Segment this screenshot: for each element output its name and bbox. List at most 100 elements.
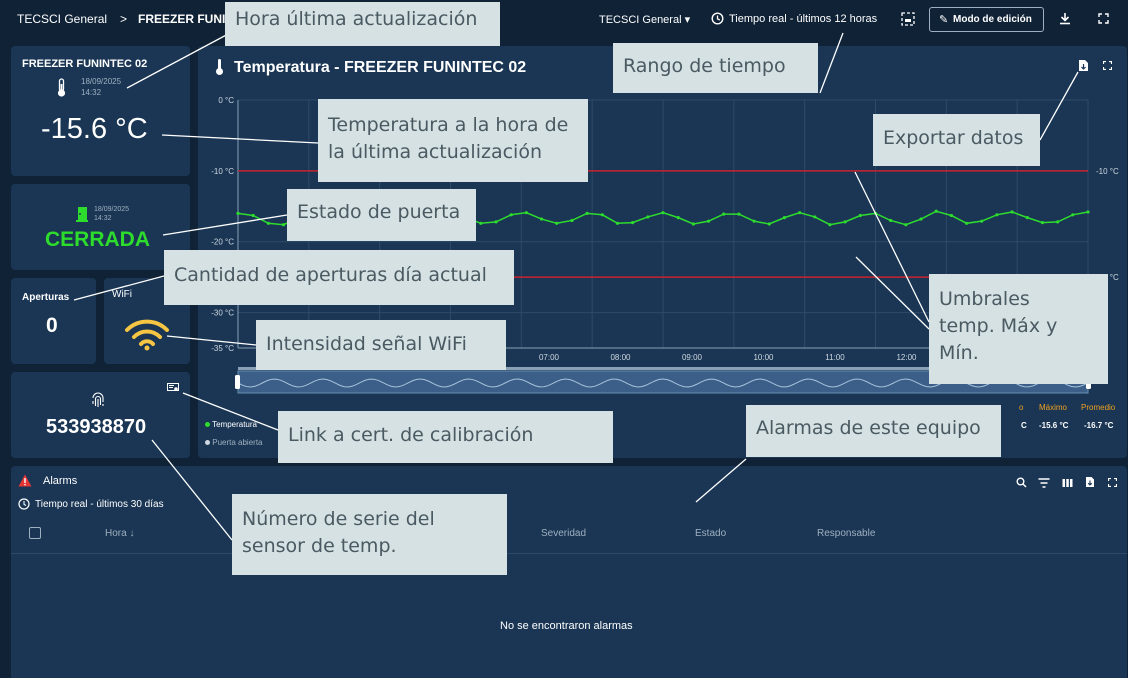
table-divider	[11, 553, 1127, 554]
callout-puerta: Estado de puerta	[287, 189, 476, 241]
stat-partial-value: C	[1021, 421, 1027, 430]
callout-aperturas: Cantidad de aperturas día actual	[164, 250, 514, 305]
search-icon[interactable]	[1016, 477, 1027, 488]
sort-arrow-icon: ↓	[129, 528, 135, 539]
column-header-hora[interactable]: Hora ↓	[105, 528, 135, 539]
temperature-point	[904, 223, 908, 227]
column-header-severidad[interactable]: Severidad	[541, 528, 587, 539]
temperature-point	[494, 220, 498, 224]
temperature-point	[980, 219, 984, 223]
temperature-point	[251, 213, 255, 218]
fullscreen-icon[interactable]	[1098, 13, 1109, 24]
callout-temp-line2: la última actualización	[328, 141, 542, 163]
empty-state-text: No se encontraron alarmas	[500, 620, 633, 632]
temperature-point	[964, 221, 969, 225]
door-time: 14:32	[94, 215, 112, 222]
temperature-point	[615, 221, 620, 225]
y-tick-label: -20 °C	[211, 238, 234, 247]
export-data-icon[interactable]	[1078, 59, 1089, 72]
x-tick-label: 08:00	[610, 353, 631, 362]
temperature-point	[600, 213, 604, 217]
dashboard-select[interactable]: TECSCI General ▾	[599, 14, 691, 26]
callout-umbrales: Umbrales temp. Máx y Mín.	[929, 274, 1108, 384]
breadcrumb-current: FREEZER FUNINTEC 02	[138, 12, 228, 26]
y-tick-label: -30 °C	[211, 309, 234, 318]
callout-link: Link a cert. de calibración	[278, 411, 613, 463]
callout-hora: Hora última actualización	[225, 2, 500, 46]
callout-temp: Temperatura a la hora de la última actua…	[318, 99, 588, 182]
download-icon[interactable]	[1059, 12, 1071, 25]
range-scrollbar	[238, 367, 1088, 370]
temperature-point	[737, 212, 741, 216]
temperature-point	[1040, 220, 1045, 225]
threshold-label: -10 °C	[1096, 167, 1119, 176]
serial-number: 533938870	[46, 416, 147, 438]
legend-item-door-open[interactable]: Puerta abierta	[205, 438, 263, 447]
filter-icon[interactable]	[1038, 478, 1050, 488]
temperature-point	[1071, 213, 1075, 217]
x-tick-label: 11:00	[825, 353, 845, 362]
temperature-point	[889, 218, 893, 223]
x-tick-label: 10:00	[753, 353, 774, 362]
caret-down-icon: ▾	[684, 14, 691, 26]
callout-serie-line1: Número de serie del	[242, 508, 435, 530]
temperature-point	[509, 213, 513, 217]
wifi-signal-icon	[125, 319, 169, 351]
alarms-fullscreen-icon[interactable]	[1108, 478, 1117, 487]
openings-count: 0	[46, 314, 58, 337]
edit-mode-button[interactable]: ✎ Modo de edición	[929, 7, 1044, 32]
callout-wifi: Intensidad señal WiFi	[256, 320, 506, 370]
temperature-point	[691, 222, 695, 226]
device-title: FREEZER FUNINTEC 02	[22, 58, 148, 70]
callout-temp-line1: Temperatura a la hora de	[328, 114, 569, 136]
temperature-point	[1056, 220, 1060, 224]
range-handle-left	[235, 375, 240, 389]
stat-max-value: -15.6 °C	[1039, 421, 1069, 430]
temperature-point	[479, 221, 483, 225]
clock-icon	[18, 498, 30, 510]
temperature-point	[934, 209, 938, 213]
alarms-time-range[interactable]: Tiempo real - últimos 30 días	[35, 499, 164, 510]
screenshot-icon[interactable]	[901, 12, 915, 26]
temperature-point	[1086, 210, 1090, 214]
update-time: 14:32	[81, 88, 102, 97]
clock-icon	[711, 12, 724, 25]
callout-umbrales-line3: Mín.	[939, 342, 979, 364]
column-header-responsable[interactable]: Responsable	[817, 528, 876, 539]
temperature-point	[631, 220, 635, 225]
openings-card: Aperturas 0	[11, 278, 96, 364]
certificate-link-icon[interactable]	[167, 383, 179, 393]
temperature-point	[767, 222, 771, 226]
y-tick-label: -35 °C	[211, 344, 234, 353]
temperature-point	[919, 217, 923, 221]
warning-icon	[18, 474, 32, 487]
columns-icon[interactable]	[1062, 478, 1073, 488]
callout-umbrales-line2: temp. Máx y	[939, 315, 1058, 337]
legend-item-temperature[interactable]: Temperatura	[205, 420, 257, 429]
stat-avg-value: -16.7 °C	[1084, 421, 1114, 430]
alarms-title: Alarms	[43, 475, 78, 487]
temperature-point	[555, 221, 559, 225]
temperature-point	[236, 211, 240, 215]
temperature-point	[585, 211, 589, 215]
temperature-point	[722, 212, 726, 216]
chart-title: Temperatura - FREEZER FUNINTEC 02	[234, 59, 527, 76]
chart-fullscreen-icon[interactable]	[1103, 61, 1112, 70]
temperature-point	[752, 219, 756, 223]
serial-card: 533938870	[11, 372, 190, 458]
door-state: CERRADA	[45, 228, 150, 251]
temperature-point	[646, 215, 650, 219]
fingerprint-icon	[92, 392, 104, 407]
legend-dot	[205, 440, 210, 445]
top-bar: TECSCI General > FREEZER FUNINTEC 02 TEC…	[0, 0, 1128, 40]
column-header-estado[interactable]: Estado	[695, 528, 727, 539]
export-alarms-icon[interactable]	[1085, 476, 1095, 488]
pencil-icon: ✎	[939, 14, 949, 26]
breadcrumb-root[interactable]: TECSCI General	[17, 12, 108, 26]
stat-partial-label: o	[1019, 403, 1024, 412]
door-card: 18/09/2025 14:32 CERRADA	[11, 184, 190, 270]
temperature-point	[873, 211, 878, 215]
temperature-point	[539, 217, 544, 221]
callout-umbrales-line1: Umbrales	[939, 288, 1030, 310]
select-all-checkbox[interactable]	[29, 527, 41, 539]
